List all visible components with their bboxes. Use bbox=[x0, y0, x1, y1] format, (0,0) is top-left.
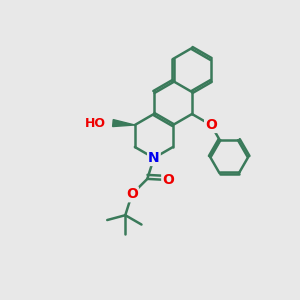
Text: O: O bbox=[126, 187, 138, 201]
Polygon shape bbox=[112, 120, 135, 127]
Text: HO: HO bbox=[85, 117, 106, 130]
Text: N: N bbox=[148, 151, 160, 165]
Text: O: O bbox=[162, 173, 174, 187]
Text: O: O bbox=[205, 118, 217, 132]
